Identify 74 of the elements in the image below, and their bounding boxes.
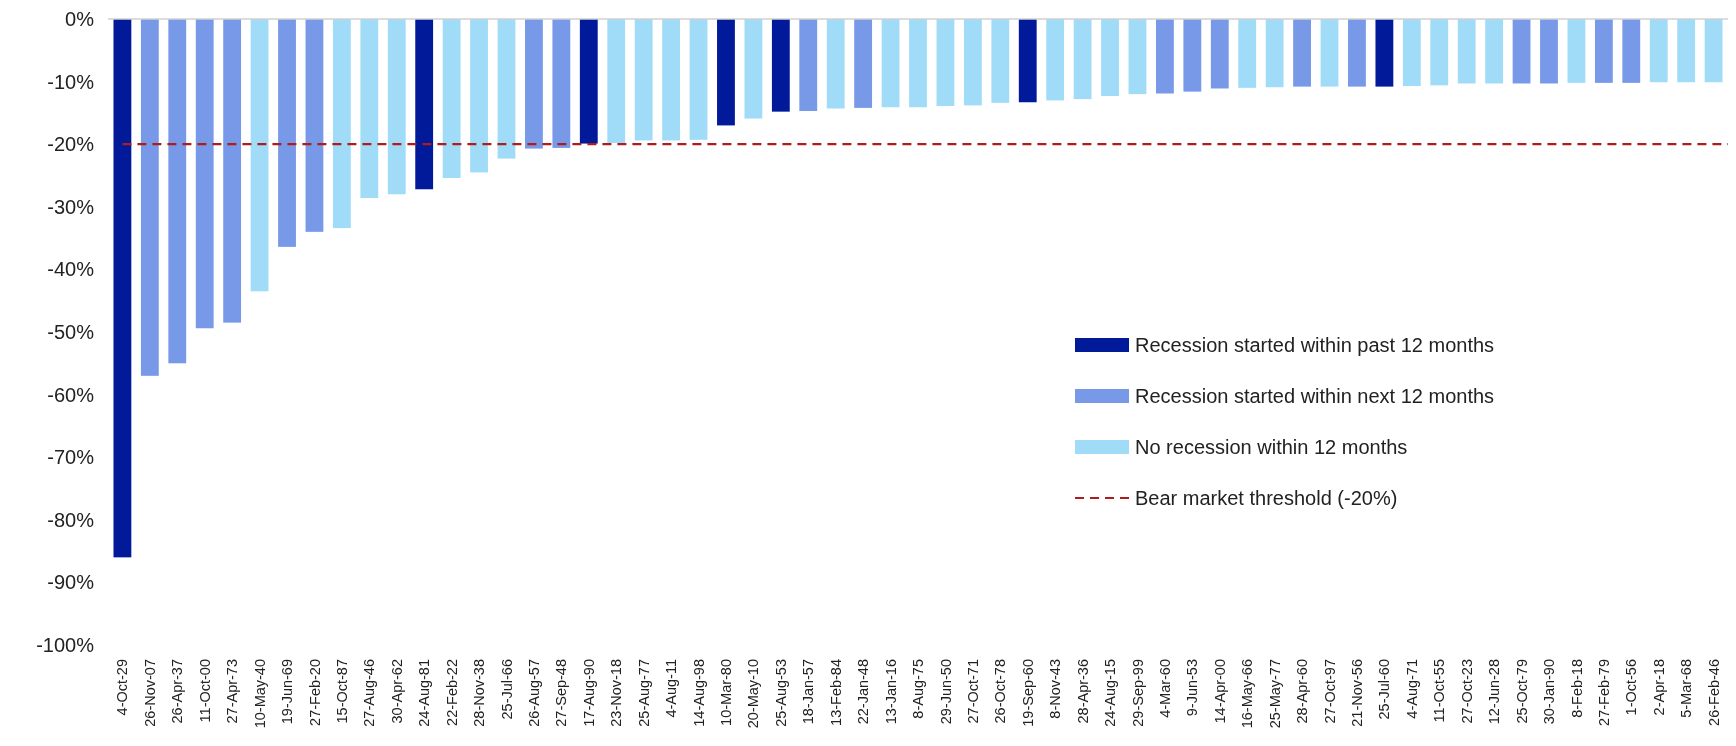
x-tick-label: 14-Aug-98	[690, 659, 707, 727]
legend-label: Bear market threshold (-20%)	[1135, 487, 1398, 509]
x-tick-label: 15-Oct-87	[333, 659, 350, 724]
x-tick-label: 20-May-10	[745, 659, 762, 729]
x-tick-label: 5-Mar-68	[1678, 659, 1695, 718]
x-tick-label: 25-May-77	[1266, 659, 1283, 729]
x-tick-label: 25-Jul-66	[498, 659, 515, 720]
x-tick-label: 14-Apr-00	[1211, 659, 1228, 724]
x-tick-label: 13-Feb-84	[827, 659, 844, 726]
x-tick-label: 19-Sep-60	[1019, 659, 1036, 727]
y-tick-label: -80%	[47, 508, 95, 531]
x-tick-label: 27-Apr-73	[224, 659, 241, 724]
x-tick-label: 4-Oct-29	[114, 659, 131, 716]
x-tick-label: 29-Sep-99	[1129, 659, 1146, 727]
y-tick-label: -50%	[47, 321, 95, 343]
x-tick-label: 11-Oct-55	[1431, 659, 1448, 723]
y-tick-label: -60%	[47, 383, 95, 406]
legend-label: Recession started within next 12 months	[1135, 385, 1495, 407]
y-tick-label: -20%	[47, 133, 95, 156]
y-tick-label: -40%	[47, 258, 95, 281]
x-tick-label: 4-Aug-71	[1403, 659, 1420, 719]
x-tick-label: 28-Nov-38	[471, 659, 488, 727]
x-tick-label: 22-Feb-22	[443, 659, 460, 726]
y-tick-label: -100%	[36, 634, 95, 656]
x-tick-label: 4-Mar-60	[1156, 659, 1173, 718]
x-tick-label: 18-Jan-57	[800, 659, 817, 725]
x-tick-label: 19-Jun-69	[279, 659, 296, 725]
x-tick-label: 27-Oct-23	[1458, 659, 1475, 724]
y-tick-label: -90%	[47, 571, 95, 594]
x-tick-label: 30-Jan-90	[1541, 659, 1558, 725]
x-tick-label: 24-Aug-15	[1102, 659, 1119, 727]
x-tick-label: 16-May-66	[1239, 659, 1256, 729]
x-tick-label: 4-Aug-11	[663, 659, 680, 718]
x-tick-label: 8-Feb-18	[1568, 659, 1585, 718]
x-tick-label: 17-Aug-90	[580, 659, 597, 727]
x-tick-label: 27-Oct-71	[964, 659, 981, 724]
x-tick-label: 25-Oct-79	[1513, 659, 1530, 724]
x-tick-label: 12-Jun-28	[1486, 659, 1503, 725]
x-tick-label: 27-Feb-79	[1595, 659, 1612, 726]
x-tick-label: 25-Jul-60	[1376, 659, 1393, 720]
x-tick-label: 24-Aug-81	[416, 659, 433, 727]
x-tick-label: 25-Aug-53	[772, 659, 789, 727]
x-tick-label: 8-Nov-43	[1047, 659, 1064, 719]
x-tick-label: 27-Sep-48	[553, 659, 570, 727]
x-tick-label: 26-Oct-78	[992, 659, 1009, 724]
x-tick-label: 13-Jan-16	[882, 659, 899, 725]
x-tick-label: 10-Mar-80	[718, 659, 735, 726]
x-tick-label: 26-Feb-46	[1705, 659, 1722, 726]
x-tick-label: 22-Jan-48	[855, 659, 872, 725]
x-tick-label: 21-Nov-56	[1349, 659, 1366, 727]
legend-label: No recession within 12 months	[1135, 436, 1408, 458]
x-tick-label: 26-Apr-37	[169, 659, 186, 724]
x-tick-label: 27-Aug-46	[361, 659, 378, 727]
y-tick-label: -10%	[47, 70, 95, 93]
x-tick-label: 8-Aug-75	[910, 659, 927, 719]
x-tick-label: 23-Nov-18	[608, 659, 625, 727]
x-tick-label: 30-Apr-62	[388, 659, 405, 724]
y-tick-label: -70%	[47, 446, 95, 469]
x-tick-label: 2-Apr-18	[1650, 659, 1667, 716]
y-tick-label: 0%	[65, 8, 95, 30]
x-tick-label: 25-Aug-77	[635, 659, 652, 727]
y-tick-label: -30%	[47, 195, 95, 218]
x-tick-label: 10-May-40	[251, 659, 268, 729]
x-tick-label: 9-Jun-53	[1184, 659, 1201, 717]
x-tick-label: 28-Apr-60	[1294, 659, 1311, 724]
x-tick-label: 29-Jun-50	[937, 659, 954, 725]
x-tick-label: 26-Aug-57	[525, 659, 542, 727]
x-tick-label: 28-Apr-36	[1074, 659, 1091, 724]
legend-label: Recession started within past 12 months	[1135, 334, 1495, 356]
x-tick-label: 27-Feb-20	[306, 659, 323, 726]
x-tick-label: 11-Oct-00	[196, 659, 213, 723]
x-tick-label: 1-Oct-56	[1623, 659, 1640, 716]
x-tick-label: 26-Nov-07	[141, 659, 158, 727]
x-tick-label: 27-Oct-97	[1321, 659, 1338, 724]
